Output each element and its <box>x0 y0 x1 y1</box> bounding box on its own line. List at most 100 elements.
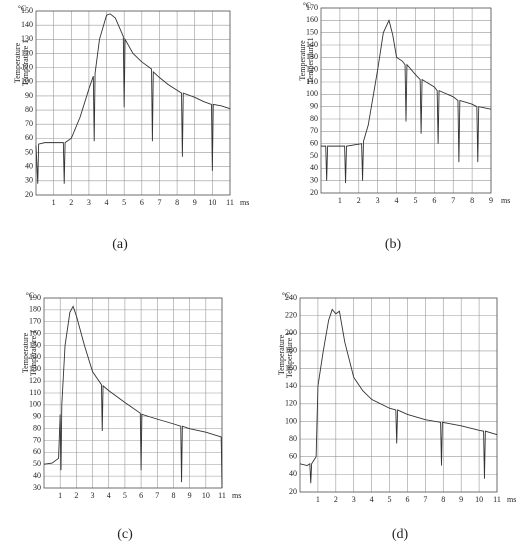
x-tick-label: 10 <box>208 198 216 207</box>
x-tick-label: 10 <box>475 495 483 504</box>
x-tick-label: 2 <box>357 196 361 205</box>
y-tick-label: 90 <box>25 91 33 100</box>
x-tick-label: 8 <box>171 491 175 500</box>
x-tick-label: 6 <box>405 495 409 504</box>
y-unit: °C <box>18 4 27 13</box>
y-tick-label: 70 <box>25 119 33 128</box>
x-tick-label: 5 <box>123 491 127 500</box>
x-tick-label: 5 <box>388 495 392 504</box>
y-tick-label: 100 <box>306 89 318 98</box>
x-unit: ms <box>507 495 516 504</box>
x-tick-label: 9 <box>459 495 463 504</box>
y-tick-label: 120 <box>29 376 41 385</box>
x-tick-label: 11 <box>218 491 226 500</box>
y-tick-label: 70 <box>310 126 318 135</box>
y-axis-label: Temperature 1 <box>285 332 294 378</box>
y-tick-label: 50 <box>310 151 318 160</box>
y-tick-label: 160 <box>285 363 297 372</box>
x-tick-label: 3 <box>376 196 380 205</box>
panel-label: (a) <box>112 237 128 252</box>
y-tick-label: 140 <box>285 381 297 390</box>
y-tick-label: 110 <box>29 388 41 397</box>
y-tick-label: 130 <box>29 364 41 373</box>
y-tick-label: 90 <box>310 101 318 110</box>
x-tick-label: 4 <box>395 196 399 205</box>
y-tick-label: 100 <box>29 400 41 409</box>
x-tick-label: 7 <box>451 196 455 205</box>
y-tick-label: 100 <box>21 77 33 86</box>
x-tick-label: 6 <box>140 198 144 207</box>
y-tick-label: 50 <box>33 459 41 468</box>
x-tick-label: 2 <box>69 198 73 207</box>
y-axis-label: Temperature <box>277 334 286 375</box>
x-tick-label: 2 <box>334 495 338 504</box>
panel-label: (b) <box>385 237 402 252</box>
x-tick-label: 8 <box>470 196 474 205</box>
x-tick-label: 7 <box>423 495 427 504</box>
temperature-line <box>35 13 231 184</box>
y-tick-label: 220 <box>285 310 297 319</box>
temperature-line <box>321 18 492 184</box>
y-axis-label: Temperature 1 <box>29 330 38 376</box>
x-tick-label: 7 <box>157 198 161 207</box>
x-tick-label: 4 <box>370 495 374 504</box>
x-unit: ms <box>240 198 249 207</box>
x-tick-label: 3 <box>87 198 91 207</box>
x-tick-label: 8 <box>441 495 445 504</box>
x-tick-label: 3 <box>91 491 95 500</box>
y-axis-label: Temperature <box>21 332 30 373</box>
chart-panel: 3040506070809010011012013014015016017018… <box>21 291 242 542</box>
y-tick-label: 80 <box>289 434 297 443</box>
y-tick-label: 30 <box>310 175 318 184</box>
y-tick-label: 20 <box>289 487 297 496</box>
y-tick-label: 150 <box>29 340 41 349</box>
y-tick-label: 140 <box>306 40 318 49</box>
y-tick-label: 30 <box>25 176 33 185</box>
y-tick-label: 170 <box>29 317 41 326</box>
y-tick-label: 120 <box>306 64 318 73</box>
y-tick-label: 60 <box>25 133 33 142</box>
y-tick-label: 40 <box>25 162 33 171</box>
x-tick-label: 11 <box>226 198 234 207</box>
plot-frame <box>43 297 223 489</box>
x-tick-label: 4 <box>107 491 111 500</box>
x-unit: ms <box>232 491 241 500</box>
y-unit: °C <box>26 291 35 300</box>
x-tick-label: 9 <box>489 196 493 205</box>
y-tick-label: 180 <box>285 346 297 355</box>
x-tick-label: 7 <box>155 491 159 500</box>
y-tick-label: 200 <box>285 328 297 337</box>
y-axis-label: Temperature 1 <box>306 37 315 83</box>
plot-frame <box>299 297 498 493</box>
x-tick-label: 5 <box>413 196 417 205</box>
y-tick-label: 80 <box>310 114 318 123</box>
y-tick-label: 130 <box>306 52 318 61</box>
y-tick-label: 150 <box>21 6 33 15</box>
chart-panel: 20 30 40 50 60 70 80 90 100 110 120 130 140 150 160 170… <box>298 1 511 252</box>
plot-frame <box>320 7 492 194</box>
y-tick-label: 20 <box>25 190 33 199</box>
y-tick-label: 110 <box>306 77 318 86</box>
y-tick-label: 160 <box>29 328 41 337</box>
y-tick-label: 120 <box>21 48 33 57</box>
plot-frame <box>35 10 231 196</box>
y-tick-label: 30 <box>33 483 41 492</box>
y-tick-label: 70 <box>33 435 41 444</box>
y-tick-label: 120 <box>285 399 297 408</box>
x-tick-label: 3 <box>352 495 356 504</box>
y-tick-label: 150 <box>306 27 318 36</box>
x-tick-label: 4 <box>105 198 109 207</box>
y-tick-label: 80 <box>25 105 33 114</box>
y-tick-label: 130 <box>21 34 33 43</box>
y-tick-label: 170 <box>306 3 318 12</box>
y-tick-label: 40 <box>33 471 41 480</box>
y-tick-label: 60 <box>33 447 41 456</box>
panel-label: (d) <box>392 527 409 542</box>
x-tick-label: 10 <box>202 491 210 500</box>
y-tick-label: 160 <box>306 15 318 24</box>
temperature-line <box>299 308 498 484</box>
x-tick-label: 6 <box>139 491 143 500</box>
x-tick-label: 9 <box>193 198 197 207</box>
y-tick-label: 60 <box>310 138 318 147</box>
